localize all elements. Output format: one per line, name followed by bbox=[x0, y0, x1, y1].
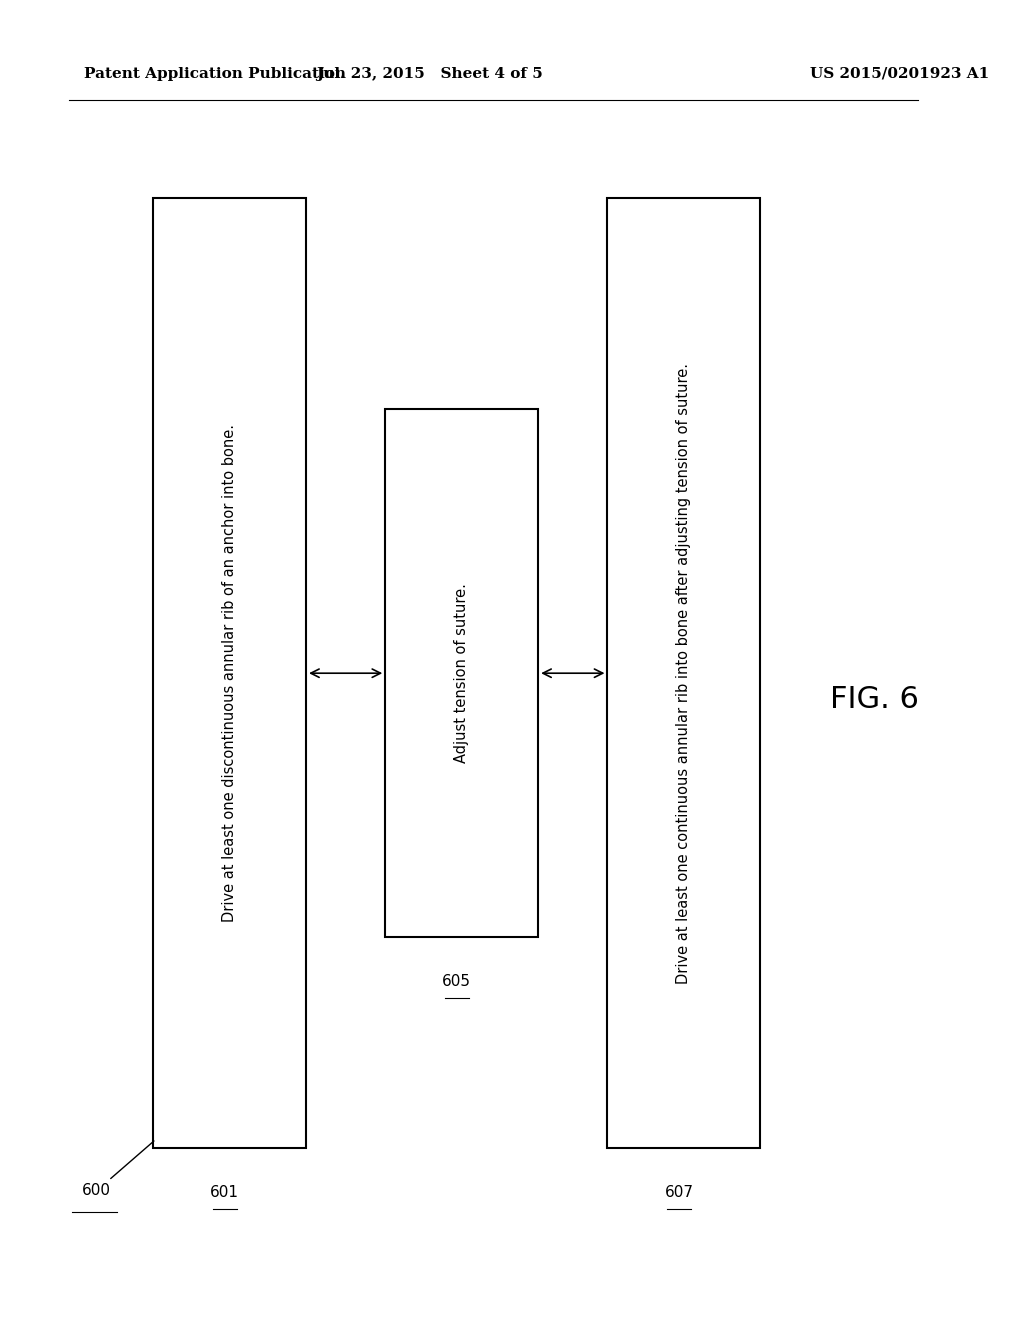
Text: Drive at least one continuous annular rib into bone after adjusting tension of s: Drive at least one continuous annular ri… bbox=[677, 363, 691, 983]
Text: FIG. 6: FIG. 6 bbox=[829, 685, 919, 714]
Text: Adjust tension of suture.: Adjust tension of suture. bbox=[455, 583, 469, 763]
Text: US 2015/0201923 A1: US 2015/0201923 A1 bbox=[810, 67, 989, 81]
Text: 600: 600 bbox=[82, 1140, 154, 1199]
Bar bbox=[607, 198, 761, 1148]
Bar bbox=[153, 198, 306, 1148]
Text: Jul. 23, 2015   Sheet 4 of 5: Jul. 23, 2015 Sheet 4 of 5 bbox=[316, 67, 543, 81]
Text: 601: 601 bbox=[210, 1185, 240, 1200]
Text: 605: 605 bbox=[442, 974, 471, 989]
Text: Patent Application Publication: Patent Application Publication bbox=[84, 67, 346, 81]
Text: 607: 607 bbox=[665, 1185, 693, 1200]
Text: Drive at least one discontinuous annular rib of an anchor into bone.: Drive at least one discontinuous annular… bbox=[222, 424, 238, 923]
Bar bbox=[385, 409, 539, 937]
